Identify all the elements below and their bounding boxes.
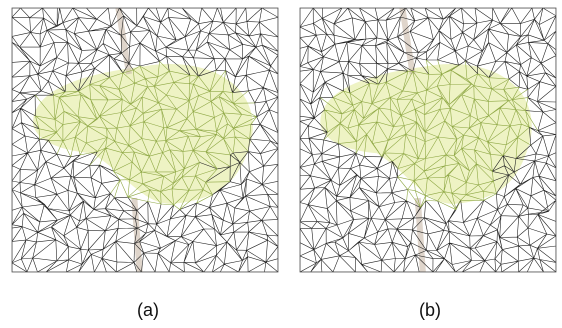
- panel-label: (b): [419, 300, 441, 320]
- figure: (a) (b): [0, 0, 562, 328]
- mesh-panel: [300, 8, 556, 272]
- mesh-panel: [12, 8, 278, 272]
- panel-label: (a): [137, 300, 159, 320]
